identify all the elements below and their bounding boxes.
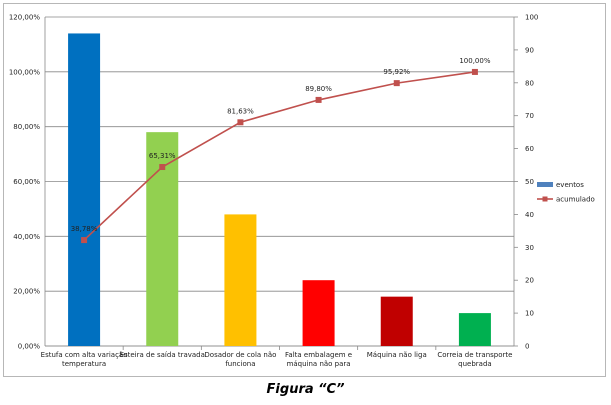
y-left-tick-label: 60,00% bbox=[13, 178, 40, 186]
line-marker bbox=[159, 164, 166, 171]
y-right-tick-label: 0 bbox=[525, 343, 529, 351]
x-tick-label: Correia de transporte bbox=[437, 351, 512, 359]
figure-caption: Figura “C” bbox=[266, 382, 345, 397]
legend-marker bbox=[542, 196, 548, 202]
series-line-acumulado bbox=[83, 71, 476, 241]
data-label: 81,63% bbox=[227, 107, 254, 115]
data-label: 38,78% bbox=[71, 225, 98, 233]
y-left-tick-label: 20,00% bbox=[13, 288, 40, 296]
y-left-tick-label: 0,00% bbox=[18, 343, 41, 351]
y-right-tick-label: 80 bbox=[525, 79, 534, 87]
y-right-tick-label: 20 bbox=[525, 277, 534, 285]
bar bbox=[68, 33, 101, 346]
x-tick-label: Falta embalagem e bbox=[285, 351, 352, 359]
data-label: 89,80% bbox=[305, 85, 332, 93]
chart-frame: 0,00% 20,00% 40,00% 60,00% 80,00% 100,00% 120,… bbox=[3, 3, 606, 377]
y-right-tick-label: 100 bbox=[525, 14, 538, 22]
y-right-tick-label: 70 bbox=[525, 112, 534, 120]
x-tick-label: Esteira de saída travada bbox=[120, 351, 205, 359]
y-left-tick-label: 80,00% bbox=[13, 123, 40, 131]
y-right-tick-label: 30 bbox=[525, 244, 534, 252]
y-left-tick-label: 100,00% bbox=[9, 68, 40, 76]
line-marker bbox=[81, 237, 88, 244]
legend-label: eventos bbox=[556, 181, 584, 189]
x-tick-label: temperatura bbox=[62, 360, 106, 368]
line-marker bbox=[315, 96, 322, 103]
legend-label: acumulado bbox=[556, 196, 595, 204]
x-tick-label: Máquina não liga bbox=[367, 351, 427, 359]
y-right-tick-label: 50 bbox=[525, 178, 534, 186]
y-right-tick-label: 60 bbox=[525, 145, 534, 153]
y-left-tick-label: 120,00% bbox=[9, 14, 40, 22]
y-right-tick-label: 40 bbox=[525, 211, 534, 219]
data-label: 95,92% bbox=[383, 68, 410, 76]
pareto-chart: 0,00% 20,00% 40,00% 60,00% 80,00% 100,00% 120,… bbox=[9, 14, 595, 369]
bar bbox=[224, 214, 257, 346]
x-tick-label: máquina não para bbox=[287, 360, 351, 368]
x-tick-label: Estufa com alta variação bbox=[41, 351, 128, 359]
x-tick-label: Dosador de cola não bbox=[204, 351, 276, 359]
data-label: 100,00% bbox=[459, 57, 490, 65]
bar bbox=[380, 296, 413, 346]
y-left-tick-label: 40,00% bbox=[13, 233, 40, 241]
line-marker bbox=[237, 119, 244, 126]
y-right-tick-label: 10 bbox=[525, 310, 534, 318]
y-right-tick-label: 90 bbox=[525, 46, 534, 54]
bar bbox=[302, 280, 335, 346]
legend-swatch-eventos bbox=[537, 182, 553, 187]
line-marker bbox=[471, 68, 478, 75]
line-marker bbox=[393, 80, 400, 87]
x-tick-label: quebrada bbox=[458, 360, 492, 368]
bar bbox=[458, 313, 491, 346]
x-tick-label: funciona bbox=[225, 360, 255, 368]
data-label: 65,31% bbox=[149, 152, 176, 160]
